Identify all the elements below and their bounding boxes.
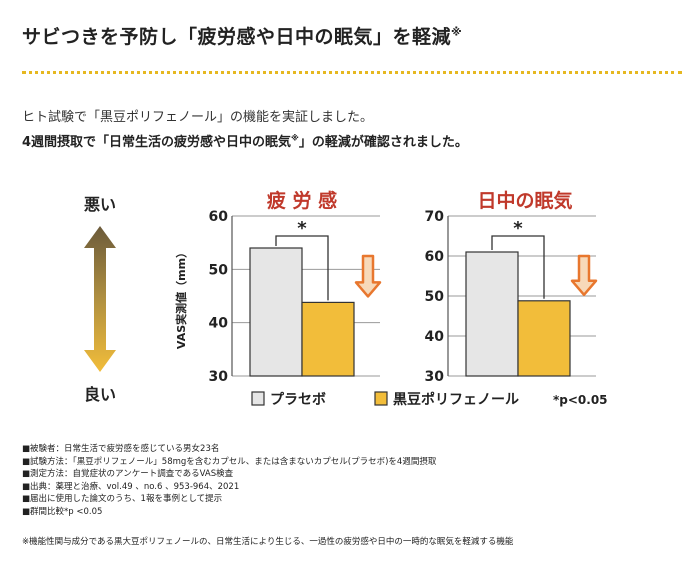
title-footnote-mark: ※ [451,25,463,39]
footnote: ※機能性関与成分である黒大豆ポリフェノールの、日常生活により生じる、一過性の疲労… [22,537,514,547]
chart-2-tick-label: 30 [425,369,445,385]
note-line: ■試験方法：「黒豆ポリフェノール」58mgを含むカプセル、または含まないカプセル… [22,456,437,467]
dotted-divider [22,71,682,74]
chart-1-tick-label: 40 [209,316,229,332]
chart-1-tick-label: 60 [209,209,229,225]
scale-bad-label: 悪い [84,195,116,214]
chart-1-title: 疲 労 感 [267,189,337,212]
chart-2-bar-placebo [465,251,519,377]
scale-good-label: 良い [84,385,116,404]
note-line: ■被験者：日常生活で疲労感を感じている男女23名 [22,444,220,454]
chart-2-tick-label: 60 [425,249,445,265]
y-axis-label: VAS実測値（mm） [174,247,188,349]
chart-1-bar-placebo [249,247,303,377]
note-line: ■測定方法：自覚症状のアンケート調査であるVAS検査 [22,469,234,479]
chart-2-significance-mark: * [513,218,523,239]
vas-bar-charts: 悪い 良い VAS実測値（mm） 疲 労 感 日中の眠気 30 40 50 60 * 30… [84,189,608,408]
study-notes: ■被験者：日常生活で疲労感を感じている男女23名 ■試験方法：「黒豆ポリフェノー… [22,443,436,518]
chart-1-decrease-arrow [354,254,382,298]
legend-placebo-label: プラセボ [270,392,326,408]
scale-arrow [84,226,116,372]
note-line: ■届出に使用した論文のうち、1報を事例として提示 [22,494,223,504]
note-line: ■群間比較*p <0.05 [22,506,103,517]
chart-1-significance-mark: * [297,218,307,239]
chart-1-tick-label: 50 [209,262,229,278]
chart-1-tick-label: 30 [209,369,229,385]
note-line: ■出典：薬理と治療、vol.49 、no.6 、953-964、2021 [22,481,240,492]
legend-placebo-swatch [251,391,265,406]
page-title: サビつきを予防し「疲労感や日中の眠気」を軽減※ [22,25,463,48]
chart-2-tick-label: 70 [425,209,445,225]
chart-2-title: 日中の眠気 [477,189,572,212]
legend-pvalue: *p<0.05 [553,393,608,407]
intro-text: ヒト試験で「黒豆ポリフェノール」の機能を実証しました。 [22,110,374,125]
chart-2-tick-label: 40 [425,329,445,345]
chart-1-bar-polyphenol [301,301,355,377]
legend-polyphenol-label: 黒豆ポリフェノール [393,391,519,408]
chart-2-decrease-arrow [570,254,598,297]
legend-polyphenol-swatch [374,391,388,406]
chart-1-significance-bracket [275,235,329,301]
chart-2-tick-label: 50 [425,289,445,305]
intro-result-text: 4週間摂取で「日常生活の疲労感や日中の眠気※」の軽減が確認されました。 [22,133,468,150]
chart-2-bar-polyphenol [517,300,571,377]
chart-2-significance-bracket [491,235,545,299]
